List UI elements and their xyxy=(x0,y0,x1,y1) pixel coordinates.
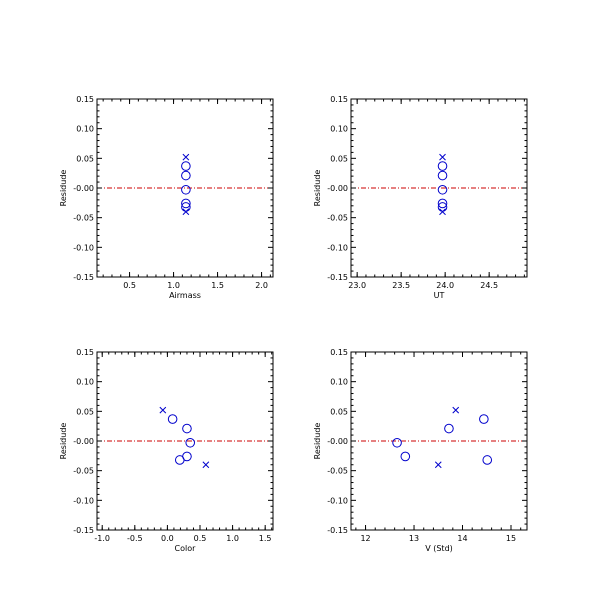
data-point-circle xyxy=(437,198,448,209)
data-point-circle xyxy=(437,184,448,195)
plot-panel-3: -0.15 -0.10 -0.05 -0.00 0.05 0.10 0.15 -1.0 -0.5… xyxy=(59,348,274,553)
y-axis-label: Residude xyxy=(313,423,322,460)
data-point-cross xyxy=(182,208,190,216)
x-tick-label: 2.0 xyxy=(255,281,268,290)
data-point-circle xyxy=(174,455,185,465)
y-tick-label: -0.15 xyxy=(73,273,94,282)
y-axis-label: Residude xyxy=(59,423,68,460)
x-axis-label: Airmass xyxy=(169,291,201,300)
x-tick-label: 0.5 xyxy=(123,281,136,290)
y-tick-label: 0.15 xyxy=(330,95,348,104)
y-tick-label: -0.05 xyxy=(73,214,94,223)
x-tick-label: 1.5 xyxy=(259,534,272,543)
data-point-cross xyxy=(159,406,167,414)
y-tick-label: -0.05 xyxy=(327,214,348,223)
y-axis-label: Residude xyxy=(59,170,68,207)
y-tick-label: -0.15 xyxy=(327,526,348,535)
data-point-cross xyxy=(452,406,460,414)
x-tick-label: 0.0 xyxy=(161,534,174,543)
x-tick-label: 23.5 xyxy=(392,281,410,290)
y-tick-label: -0.10 xyxy=(73,243,94,252)
x-tick-label: 1.0 xyxy=(167,281,180,290)
x-tick-label: 14 xyxy=(457,534,467,543)
x-tick-label: 0.5 xyxy=(194,534,207,543)
y-tick-label: 0.10 xyxy=(330,125,348,134)
x-tick-label: 23.0 xyxy=(348,281,366,290)
x-tick-label: 12 xyxy=(360,534,370,543)
data-point-cross xyxy=(182,153,190,161)
y-tick-label: -0.10 xyxy=(327,496,348,505)
y-tick-label: 0.05 xyxy=(330,154,348,163)
y-tick-label: -0.15 xyxy=(327,273,348,282)
data-point-circle xyxy=(182,423,192,434)
x-axis-label: V (Std) xyxy=(425,544,453,553)
data-point-circle xyxy=(444,423,454,434)
x-tick-label: 15 xyxy=(506,534,516,543)
data-point-circle xyxy=(400,451,411,462)
data-point-cross xyxy=(439,153,446,161)
x-tick-label: 1.5 xyxy=(211,281,224,290)
y-tick-label: -0.00 xyxy=(73,437,94,446)
y-tick-label: -0.15 xyxy=(73,526,94,535)
data-point-circle xyxy=(181,198,191,209)
y-tick-label: 0.05 xyxy=(76,407,94,416)
data-point-cross xyxy=(434,461,442,469)
data-point-circle xyxy=(181,184,191,195)
y-tick-label: 0.15 xyxy=(330,348,348,357)
y-tick-label: 0.10 xyxy=(330,378,348,387)
x-tick-label: 13 xyxy=(409,534,419,543)
data-point-circle xyxy=(167,414,178,424)
plot-panel-1: -0.15 -0.10 -0.05 -0.00 0.05 0.10 0.15 0.5 1.0 1.… xyxy=(59,95,274,300)
data-point-circle xyxy=(185,437,196,448)
y-tick-label: -0.00 xyxy=(327,184,348,193)
x-tick-label: -0.5 xyxy=(127,534,143,543)
data-point-cross xyxy=(439,208,446,216)
x-axis-label: UT xyxy=(434,291,445,300)
x-axis-label: Color xyxy=(175,544,197,553)
y-tick-label: 0.05 xyxy=(76,154,94,163)
y-tick-label: 0.10 xyxy=(76,378,94,387)
y-tick-label: 0.10 xyxy=(76,125,94,134)
x-tick-label: 24.5 xyxy=(480,281,498,290)
y-tick-label: -0.05 xyxy=(327,467,348,476)
y-tick-label: 0.05 xyxy=(330,407,348,416)
y-axis-label: Residude xyxy=(313,170,322,207)
y-tick-label: -0.05 xyxy=(73,467,94,476)
data-point-circle xyxy=(181,170,191,181)
data-point-circle xyxy=(392,437,402,448)
plot-panel-4: -0.15 -0.10 -0.05 -0.00 0.05 0.10 0.15 12 13 14 15… xyxy=(313,348,528,553)
data-point-circle xyxy=(479,414,489,424)
data-point-circle xyxy=(437,170,448,181)
y-tick-label: -0.10 xyxy=(327,243,348,252)
y-tick-label: 0.15 xyxy=(76,348,94,357)
y-tick-label: 0.15 xyxy=(76,95,94,104)
data-point-circle xyxy=(482,455,493,465)
x-tick-label: 1.0 xyxy=(226,534,239,543)
plot-panel-2: -0.15 -0.10 -0.05 -0.00 0.05 0.10 0.15 23.0 23.5… xyxy=(313,95,528,300)
data-point-circle xyxy=(181,161,191,171)
x-tick-label: -1.0 xyxy=(94,534,110,543)
data-point-cross xyxy=(202,461,210,469)
y-tick-label: -0.00 xyxy=(327,437,348,446)
data-point-circle xyxy=(437,161,448,171)
x-tick-label: 24.0 xyxy=(436,281,454,290)
y-tick-label: -0.10 xyxy=(73,496,94,505)
y-tick-label: -0.00 xyxy=(73,184,94,193)
